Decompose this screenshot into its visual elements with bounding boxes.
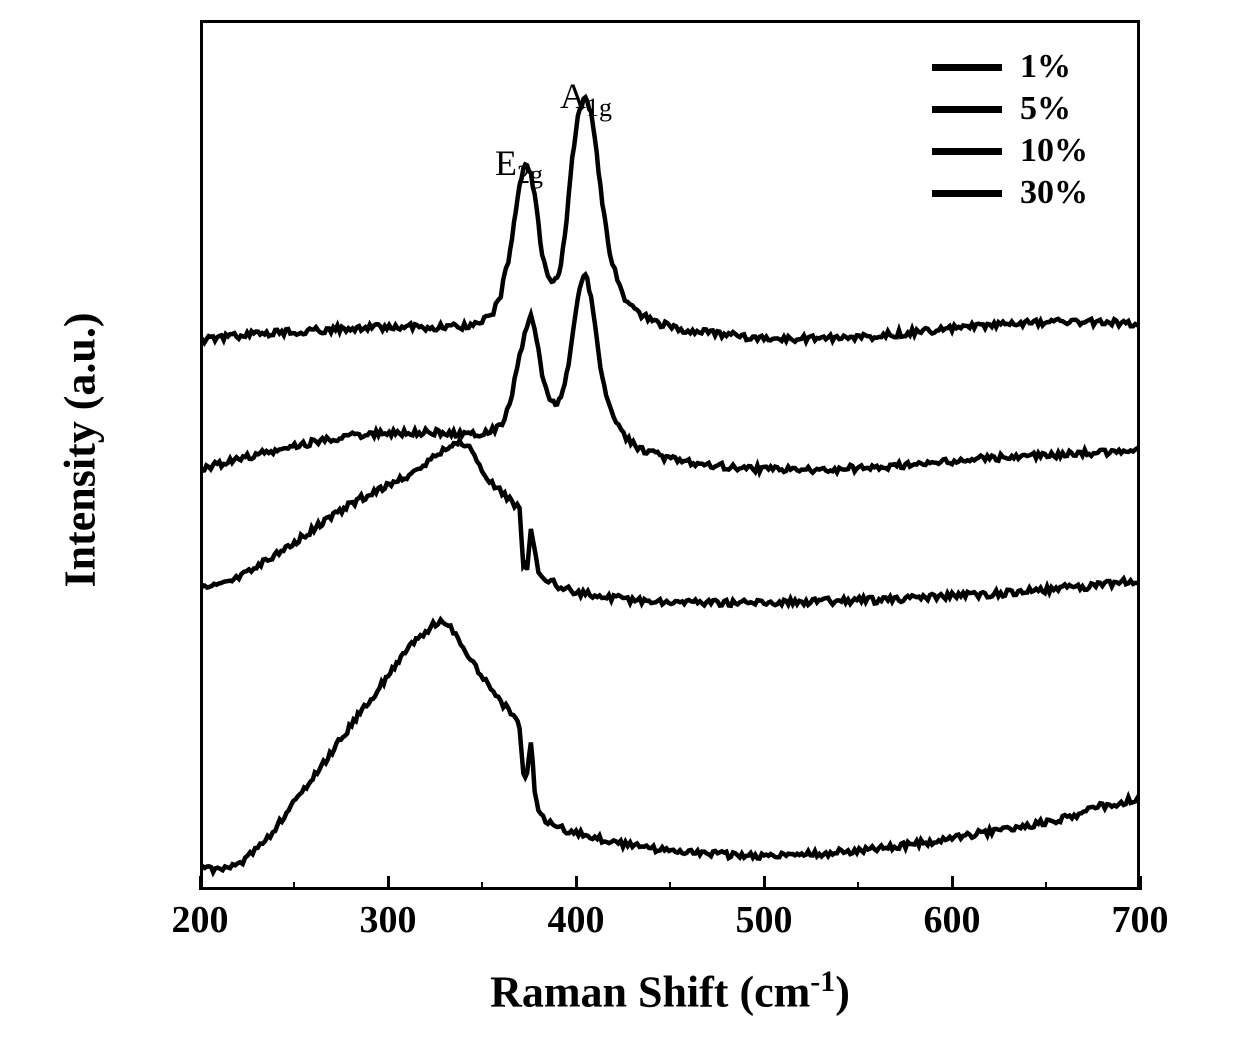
x-tick-label: 400 <box>548 898 605 942</box>
legend-item: 10% <box>932 130 1088 172</box>
x-tick-minor <box>857 882 859 890</box>
legend-item: 5% <box>932 88 1088 130</box>
legend-label: 5% <box>1020 90 1071 128</box>
raman-chart: Intensity (a.u.) Raman Shift (cm-1) 1% 5… <box>50 0 1210 1030</box>
legend-swatch <box>932 64 1002 71</box>
x-tick-major <box>951 876 954 890</box>
legend-swatch <box>932 106 1002 113</box>
y-axis-label: Intensity (a.u.) <box>55 312 106 587</box>
peak-label-e2g: E2g <box>495 142 543 190</box>
x-tick-minor <box>293 882 295 890</box>
legend-swatch <box>932 148 1002 155</box>
x-tick-major <box>575 876 578 890</box>
x-tick-minor <box>481 882 483 890</box>
legend-label: 10% <box>1020 132 1088 170</box>
legend-label: 30% <box>1020 174 1088 212</box>
legend-item: 30% <box>932 172 1088 214</box>
peak-label-a1g: A1g <box>560 75 612 123</box>
legend-item: 1% <box>932 46 1088 88</box>
x-axis-label: Raman Shift (cm-1) <box>490 965 850 1018</box>
x-tick-minor <box>669 882 671 890</box>
x-tick-major <box>199 876 202 890</box>
legend: 1% 5% 10% 30% <box>920 40 1100 220</box>
x-tick-major <box>1139 876 1142 890</box>
x-tick-label: 600 <box>924 898 981 942</box>
x-tick-label: 500 <box>736 898 793 942</box>
legend-swatch <box>932 190 1002 197</box>
x-tick-major <box>763 876 766 890</box>
x-tick-label: 700 <box>1112 898 1169 942</box>
plot-area: 1% 5% 10% 30% E2g A1g <box>200 20 1140 890</box>
legend-label: 1% <box>1020 48 1071 86</box>
x-tick-label: 300 <box>360 898 417 942</box>
x-tick-minor <box>1045 882 1047 890</box>
x-tick-major <box>387 876 390 890</box>
x-tick-label: 200 <box>172 898 229 942</box>
